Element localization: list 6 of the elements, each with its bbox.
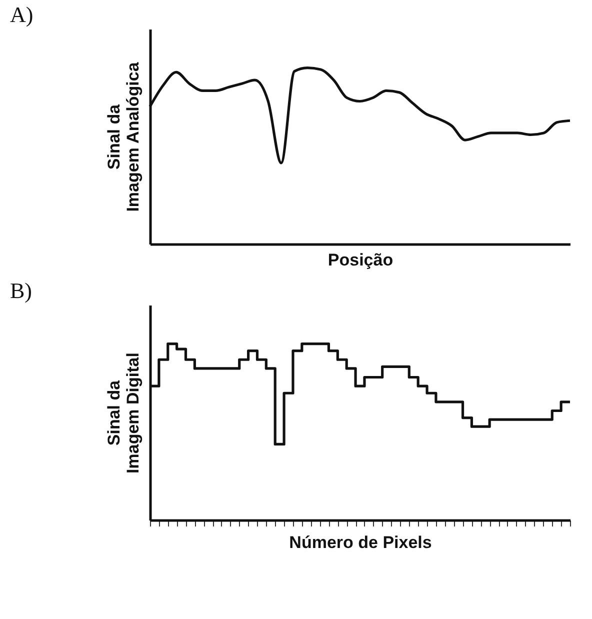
chart-title: A)	[10, 2, 34, 27]
y-axis-title: Sinal da Imagem Digital	[104, 352, 142, 474]
y-axis-title: Sinal da Imagem Analógica	[104, 62, 142, 212]
x-axis-title: Número de Pixels	[289, 533, 432, 552]
chart-title: B)	[10, 278, 32, 303]
x-axis-title: Posição	[328, 250, 394, 270]
